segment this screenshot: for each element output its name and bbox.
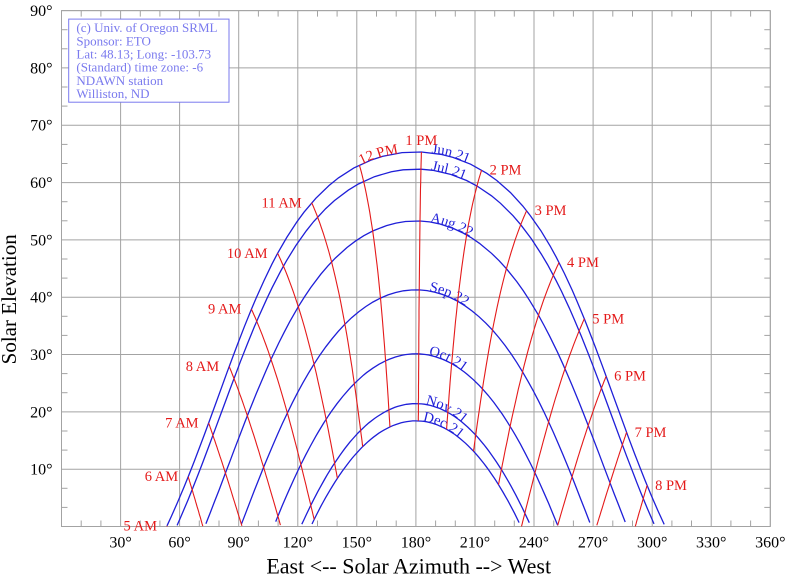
svg-text:10°: 10° [30,462,52,479]
svg-text:20°: 20° [30,404,52,421]
svg-text:6 AM: 6 AM [145,469,179,485]
svg-text:Solar Elevation: Solar Elevation [0,234,21,365]
svg-text:60°: 60° [168,535,190,552]
svg-text:4 PM: 4 PM [567,255,599,271]
svg-text:270°: 270° [578,535,608,552]
svg-text:80°: 80° [30,60,52,77]
svg-text:7 AM: 7 AM [165,416,199,432]
svg-text:5 PM: 5 PM [592,311,624,327]
svg-text:1 PM: 1 PM [405,133,437,149]
svg-text:90°: 90° [227,535,249,552]
svg-text:10 AM: 10 AM [227,246,268,262]
svg-text:3 PM: 3 PM [535,203,567,219]
svg-text:70°: 70° [30,118,52,135]
svg-text:Williston, ND: Williston, ND [76,86,149,101]
svg-text:120°: 120° [283,535,313,552]
svg-text:8 AM: 8 AM [186,359,220,375]
svg-text:300°: 300° [637,535,667,552]
svg-text:5 AM: 5 AM [124,518,158,534]
svg-text:90°: 90° [30,3,52,20]
svg-text:2 PM: 2 PM [490,163,522,179]
svg-text:360°: 360° [755,535,785,552]
svg-text:11 AM: 11 AM [262,195,302,211]
svg-text:240°: 240° [519,535,549,552]
svg-text:210°: 210° [460,535,490,552]
svg-text:9 AM: 9 AM [208,302,242,318]
svg-text:50°: 50° [30,232,52,249]
svg-text:150°: 150° [342,535,372,552]
svg-text:8 PM: 8 PM [655,478,687,494]
svg-text:7 PM: 7 PM [635,425,667,441]
svg-text:330°: 330° [696,535,726,552]
svg-text:40°: 40° [30,290,52,307]
svg-text:30°: 30° [109,535,131,552]
svg-text:East <-- Solar Azimuth --> Wes: East <-- Solar Azimuth --> West [266,554,551,579]
svg-text:30°: 30° [30,347,52,364]
svg-text:180°: 180° [401,535,431,552]
svg-text:6 PM: 6 PM [614,369,646,385]
svg-text:60°: 60° [30,175,52,192]
